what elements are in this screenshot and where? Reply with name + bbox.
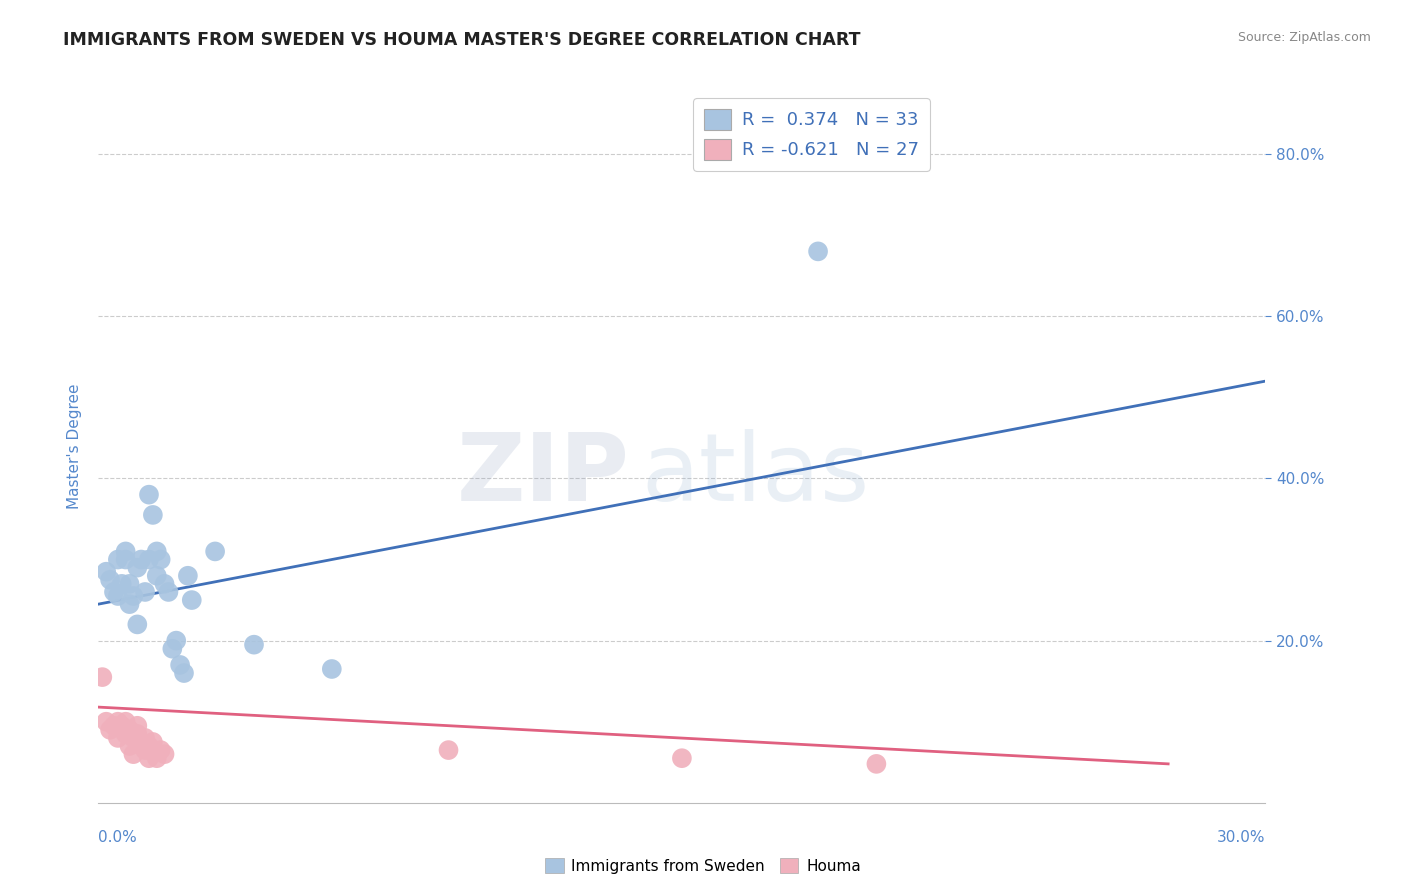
Point xyxy=(114,544,136,558)
Point xyxy=(107,552,129,566)
Legend: Immigrants from Sweden, Houma: Immigrants from Sweden, Houma xyxy=(538,852,868,880)
Point xyxy=(180,593,202,607)
Point xyxy=(107,731,129,745)
Point xyxy=(114,727,136,741)
Point xyxy=(111,577,134,591)
Point xyxy=(169,657,191,672)
Point xyxy=(134,585,156,599)
Point xyxy=(107,589,129,603)
Point xyxy=(162,641,184,656)
Point xyxy=(122,747,145,761)
Point xyxy=(129,552,152,566)
Point xyxy=(865,756,887,771)
Point xyxy=(149,743,172,757)
Point xyxy=(91,670,114,684)
Point xyxy=(118,577,141,591)
Point xyxy=(149,552,172,566)
Point xyxy=(138,739,160,753)
Point xyxy=(146,751,169,765)
Point xyxy=(243,638,266,652)
Y-axis label: Master's Degree: Master's Degree xyxy=(67,384,83,508)
Point xyxy=(111,719,134,733)
Point xyxy=(177,568,200,582)
Point xyxy=(153,577,176,591)
Point xyxy=(96,565,118,579)
Text: ZIP: ZIP xyxy=(457,428,630,521)
Text: 30.0%: 30.0% xyxy=(1218,830,1265,845)
Point xyxy=(138,552,160,566)
Point xyxy=(204,544,226,558)
Point xyxy=(127,719,149,733)
Point xyxy=(138,488,160,502)
Point xyxy=(807,244,830,259)
Point xyxy=(118,597,141,611)
Point xyxy=(114,552,136,566)
Point xyxy=(157,585,180,599)
Point xyxy=(98,573,121,587)
Point xyxy=(118,739,141,753)
Legend: R =  0.374   N = 33, R = -0.621   N = 27: R = 0.374 N = 33, R = -0.621 N = 27 xyxy=(693,98,929,170)
Point xyxy=(127,617,149,632)
Point xyxy=(153,747,176,761)
Point xyxy=(134,731,156,745)
Text: IMMIGRANTS FROM SWEDEN VS HOUMA MASTER'S DEGREE CORRELATION CHART: IMMIGRANTS FROM SWEDEN VS HOUMA MASTER'S… xyxy=(63,31,860,49)
Point xyxy=(103,585,125,599)
Point xyxy=(129,735,152,749)
Point xyxy=(96,714,118,729)
Point xyxy=(134,743,156,757)
Point xyxy=(671,751,693,765)
Point xyxy=(142,508,165,522)
Text: Source: ZipAtlas.com: Source: ZipAtlas.com xyxy=(1237,31,1371,45)
Point xyxy=(146,568,169,582)
Text: 0.0%: 0.0% xyxy=(98,830,138,845)
Point xyxy=(122,731,145,745)
Text: atlas: atlas xyxy=(641,428,869,521)
Point xyxy=(321,662,343,676)
Point xyxy=(146,544,169,558)
Point xyxy=(173,666,195,681)
Point xyxy=(127,727,149,741)
Point xyxy=(165,633,187,648)
Point xyxy=(103,719,125,733)
Point xyxy=(98,723,121,737)
Point xyxy=(437,743,460,757)
Point xyxy=(114,714,136,729)
Point xyxy=(138,751,160,765)
Point xyxy=(122,589,145,603)
Point xyxy=(142,735,165,749)
Point xyxy=(107,714,129,729)
Point xyxy=(127,560,149,574)
Point xyxy=(118,723,141,737)
